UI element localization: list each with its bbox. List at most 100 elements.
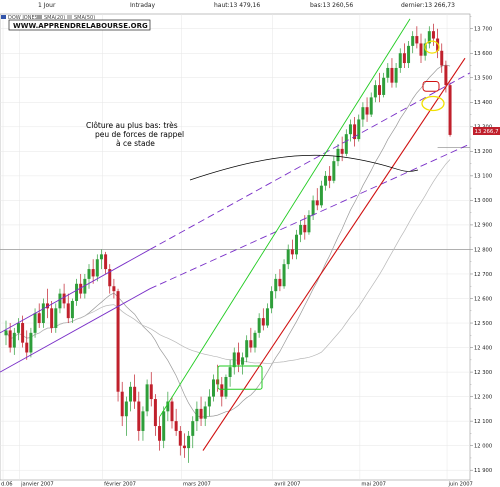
candle-body-91 [382,77,386,95]
candle-body-8 [37,313,41,324]
candle-body-1 [8,330,12,348]
sma50-line [5,159,451,364]
annotation: Clôture au plus bas: très peu de forces … [86,121,419,181]
candle-body-77 [324,175,328,186]
candle-body-100 [419,43,423,56]
candle-body-46 [195,408,199,422]
channel-lower-solid [0,288,151,373]
candle-body-75 [315,200,319,206]
candle-body-56 [236,352,240,365]
candlesticks [4,23,452,463]
candle-body-53 [224,376,228,397]
header-period: 1 Jour [38,2,56,9]
y-tick-label-5: 12 400 [474,345,492,351]
green-trend-line [159,18,411,417]
candle-body-3 [16,323,20,333]
candle-body-76 [319,185,323,206]
candle-body-84 [353,124,357,140]
candle-body-12 [54,308,58,328]
last-value-box [473,127,500,135]
candle-body-24 [104,254,108,270]
yellow-circle-bottom [421,95,445,112]
candle-body-34 [145,384,149,412]
legend: DOW JONES SMA(20) SMA(50) [1,15,95,21]
x-tick-label-4: avril 2007 [274,482,300,487]
candle-body-10 [46,303,49,309]
legend-sma20: SMA(20) [44,15,65,21]
channel-upper-dashed [149,72,471,250]
candle-body-74 [311,200,315,216]
candle-body-27 [116,291,120,392]
header-high: haut:13 479,16 [214,2,260,9]
x-tick-label-0: d.06 [1,482,13,487]
moving-averages [5,64,451,418]
green-box-marker [217,365,263,390]
red-trend-line [202,57,466,451]
candle-body-78 [328,175,332,181]
y-tick-label-0: 11 900 [474,468,492,474]
plot-area [0,13,471,481]
candle-body-48 [203,406,207,419]
red-box-marker [422,80,440,92]
candle-body-97 [407,45,411,64]
candle-body-50 [212,379,215,397]
candle-body-93 [390,67,394,83]
candle-body-73 [307,215,311,233]
watermark-text: WWW.APPRENDRELABOURSE.ORG [13,22,148,30]
candle-body-66 [278,278,282,287]
candle-body-26 [112,286,116,292]
x-tick-label-3: mars 2007 [183,482,211,487]
candle-body-30 [129,386,132,402]
y-tick-label-1: 12 000 [474,443,492,449]
watermark: WWW.APPRENDRELABOURSE.ORG [8,19,151,31]
candle-body-98 [411,36,415,46]
watermark-box [8,19,151,31]
candle-body-15 [66,303,70,319]
candle-body-103 [431,31,435,39]
candle-body-40 [170,401,174,422]
y-tick-label-16: 13 500 [474,76,492,82]
x-tick-label-6: juin 2007 [448,482,473,487]
channel-lower-dashed [149,143,471,290]
x-tick-label-2: février 2007 [104,481,136,487]
candle-body-20 [87,269,91,279]
candle-body-9 [41,303,45,324]
last-value-text: 13 266,7 [475,129,499,135]
last-value-tag: 13 266,7 [473,127,500,135]
candle-body-94 [394,67,398,83]
candle-body-61 [257,318,261,333]
y-tick-label-13: 13 200 [474,149,492,155]
candle-body-17 [75,283,79,301]
y-tick-label-18: 13 700 [474,27,492,33]
candle-body-42 [178,430,182,446]
candle-body-39 [166,401,170,412]
candle-body-19 [83,278,87,294]
candle-body-4 [21,323,25,343]
candle-body-82 [344,134,348,154]
candle-body-96 [402,53,406,64]
candle-body-54 [228,367,232,377]
candle-body-90 [378,85,381,95]
candle-body-29 [124,401,128,417]
candle-body-5 [25,342,29,353]
y-tick-label-15: 13 400 [474,100,492,106]
candle-body-88 [369,97,373,115]
candle-body-64 [270,291,274,309]
candle-body-33 [141,411,145,431]
candle-body-68 [286,249,290,265]
candle-body-23 [99,254,103,260]
legend-swatch-sma20 [37,15,42,19]
candle-body-60 [253,332,257,348]
candle-body-49 [207,396,211,407]
annotation-line-1: Clôture au plus bas: très [86,121,178,130]
candle-body-41 [174,421,178,431]
candle-body-104 [436,38,440,51]
candle-body-57 [241,357,245,365]
candle-body-72 [303,224,307,233]
legend-swatch-dow [1,15,6,19]
yellow-circle-top [424,40,440,54]
x-tick-label-5: mai 2007 [361,482,386,487]
candle-body-38 [162,411,166,441]
candle-body-52 [220,384,224,397]
candle-body-28 [120,391,124,417]
